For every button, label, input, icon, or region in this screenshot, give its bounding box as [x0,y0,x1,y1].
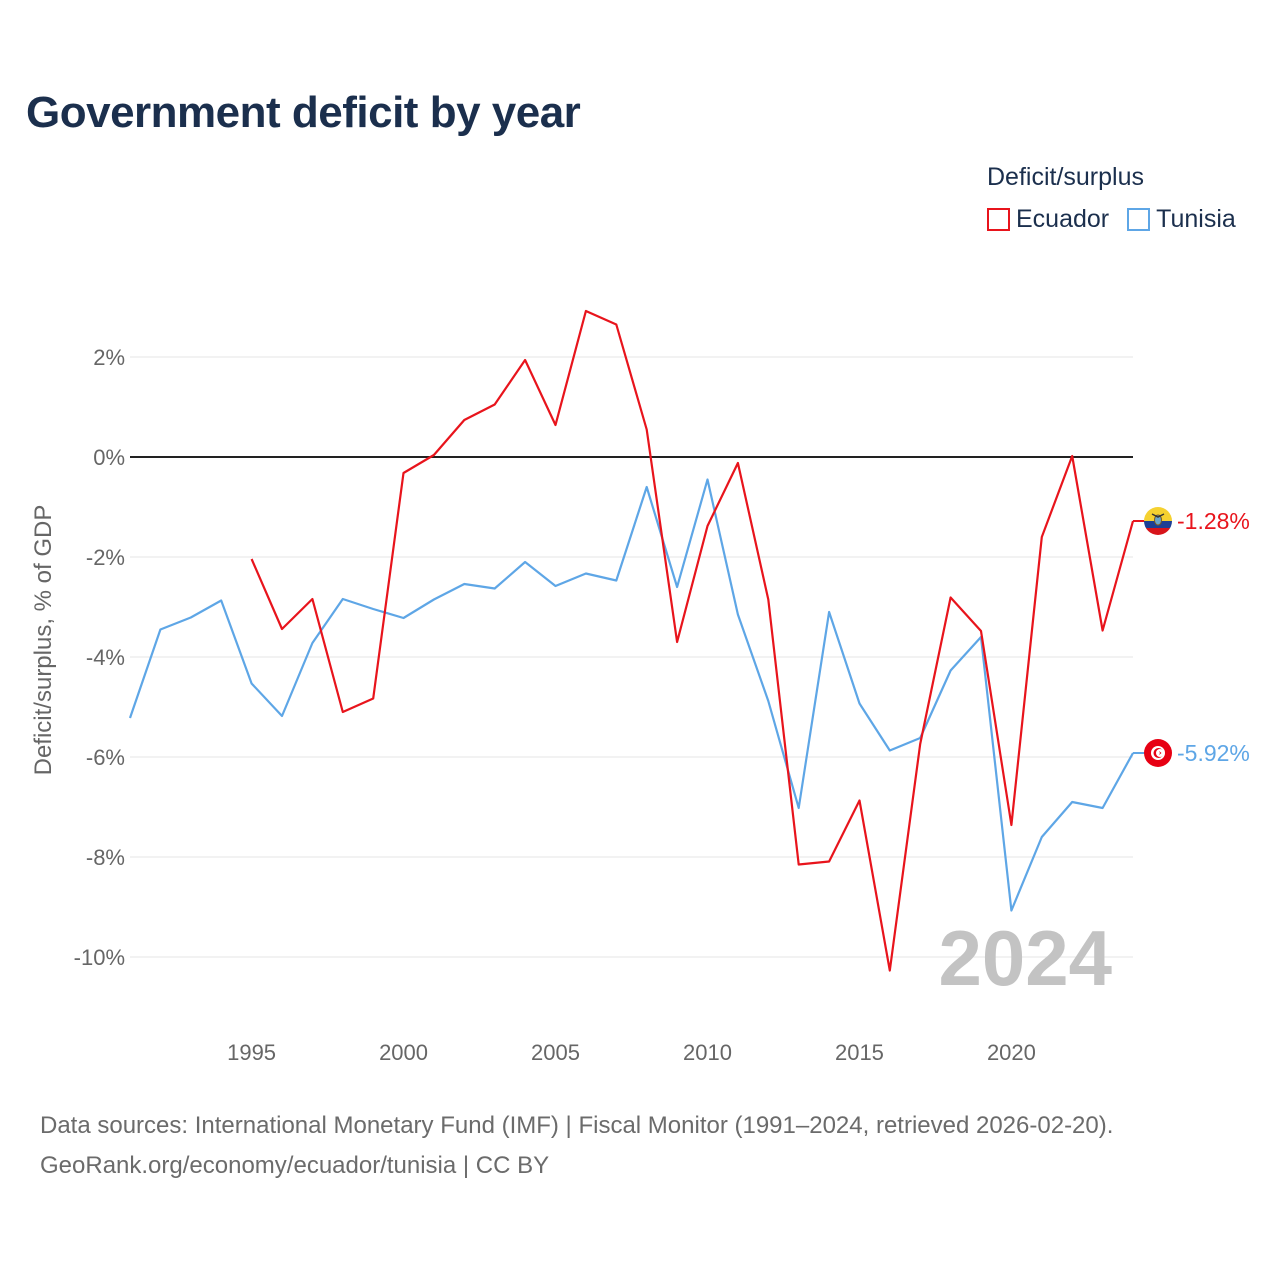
legend-swatch-ecuador [987,208,1010,231]
legend-item-tunisia[interactable]: Tunisia [1127,205,1236,234]
legend-swatch-tunisia [1127,208,1151,231]
x-tick-label: 2000 [379,1040,428,1065]
y-tick-label: -6% [86,745,125,770]
end-labels: -1.28% -5.92% [1133,507,1250,767]
y-axis-label: Deficit/surplus, % of GDP [30,505,57,776]
x-tick-label: 2020 [987,1040,1036,1065]
series-layer [128,309,1135,972]
grid-lines [130,356,1133,958]
legend: Ecuador Tunisia [987,205,1254,234]
y-tick-label: -10% [74,945,125,970]
x-tick-label: 2005 [531,1040,580,1065]
chart-title: Government deficit by year [26,88,581,137]
legend-item-ecuador[interactable]: Ecuador [987,205,1109,234]
footer-credit[interactable]: GeoRank.org/economy/ecuador/tunisia | CC… [40,1152,550,1179]
legend-label-ecuador: Ecuador [1016,205,1110,233]
footer-sources: Data sources: International Monetary Fun… [40,1112,1114,1139]
y-tick-label: 2% [93,345,125,370]
x-tick-label: 2010 [683,1040,732,1065]
y-tick-labels: 2% 0% -2% -4% -6% -8% -10% [74,345,125,970]
y-tick-label: 0% [93,445,125,470]
y-tick-label: -2% [86,545,125,570]
footer: Data sources: International Monetary Fun… [40,1106,1113,1186]
series-line-tunisia[interactable] [128,478,1134,912]
x-tick-labels: 1995 2000 2005 2010 2015 2020 [227,1040,1036,1065]
legend-label-tunisia: Tunisia [1156,205,1236,233]
end-value-tunisia: -5.92% [1177,740,1250,766]
end-value-ecuador: -1.28% [1177,508,1250,534]
year-watermark: 2024 [938,914,1112,1002]
x-tick-label: 1995 [227,1040,276,1065]
series-line-ecuador[interactable] [250,309,1135,972]
y-tick-label: -8% [86,845,125,870]
legend-title: Deficit/surplus [987,163,1144,191]
y-tick-label: -4% [86,645,125,670]
tunisia-flag-icon [1144,739,1172,767]
x-tick-label: 2015 [835,1040,884,1065]
ecuador-flag-icon [1144,507,1172,535]
